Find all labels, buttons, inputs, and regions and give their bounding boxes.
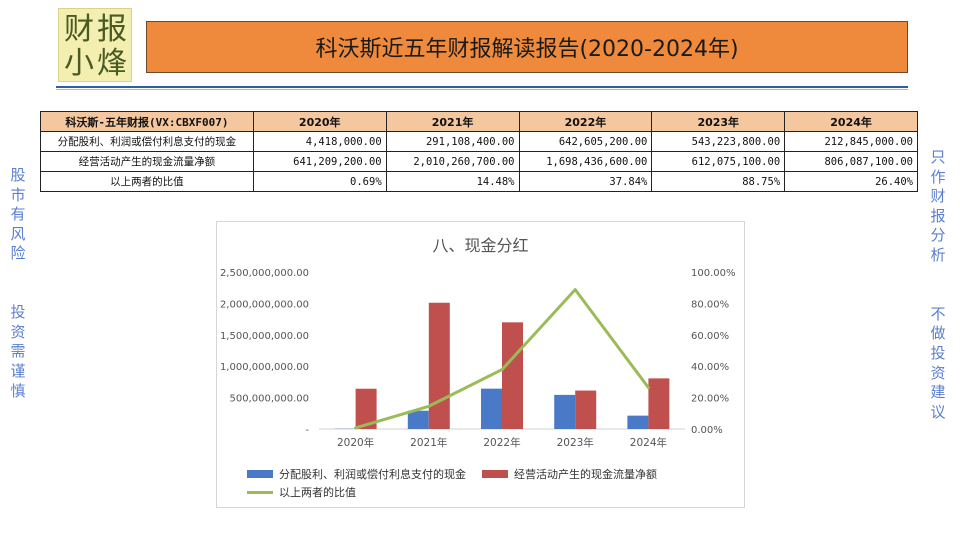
- table-cell: 2,010,260,700.00: [385, 151, 520, 172]
- logo-char: 烽: [97, 46, 127, 81]
- y-left-tick-label: -: [305, 425, 309, 436]
- financial-table: 科沃斯-五年财报(VX:CBXF007) 2020年 2021年 2022年 2…: [40, 111, 918, 192]
- row-label: 分配股利、利润或偿付利息支付的现金: [40, 131, 254, 152]
- table-cell: 1,698,436,600.00: [518, 151, 653, 172]
- legend-label: 分配股利、利润或偿付利息支付的现金: [279, 468, 466, 481]
- table-cell: 641,209,200.00: [252, 151, 387, 172]
- ratio-point: [573, 288, 577, 292]
- table-cell: 26.40%: [784, 171, 918, 192]
- bar-dividend: [407, 410, 429, 429]
- right-disclaimer: 只作财报分析 不做投资建议: [930, 148, 946, 421]
- table-cell: 37.84%: [518, 171, 653, 192]
- y-left-tick-label: 1,500,000,000.00: [220, 331, 309, 342]
- legend-item: 经营活动产生的现金流量净额: [482, 466, 657, 482]
- bar-dividend: [481, 388, 502, 429]
- table-row: 经营活动产生的现金流量净额 641,209,200.00 2,010,260,7…: [40, 151, 918, 172]
- header-divider: [56, 86, 908, 88]
- logo-char: 小: [64, 46, 94, 81]
- bar-cashflow: [575, 390, 597, 429]
- ratio-point: [354, 426, 358, 430]
- bar-dividend: [627, 415, 649, 429]
- y-right-tick-label: 100.00%: [691, 268, 736, 279]
- ratio-point: [646, 386, 650, 390]
- y-left-tick-label: 1,000,000,000.00: [220, 362, 309, 373]
- y-left-tick-label: 2,000,000,000.00: [220, 299, 309, 310]
- table-row: 以上两者的比值 0.69% 14.48% 37.84% 88.75% 26.40…: [40, 171, 918, 192]
- x-tick-label: 2020年: [337, 436, 374, 449]
- bar-cashflow: [502, 322, 523, 429]
- row-label: 以上两者的比值: [40, 171, 254, 192]
- legend-swatch-dividend: [247, 470, 273, 478]
- x-tick-label: 2021年: [410, 436, 447, 449]
- y-left-tick-label: 2,500,000,000.00: [220, 268, 309, 279]
- year-header: 2020年: [252, 111, 387, 132]
- year-header: 2021年: [385, 111, 520, 132]
- table-cell: 212,845,000.00: [784, 131, 918, 152]
- table-cell: 642,605,200.00: [518, 131, 653, 152]
- table-cell: 612,075,100.00: [651, 151, 786, 172]
- table-cell: 14.48%: [385, 171, 520, 192]
- table-cell: 0.69%: [252, 171, 387, 192]
- legend-swatch-cashflow: [482, 470, 508, 478]
- chart-title: 八、现金分红: [432, 236, 529, 255]
- ratio-point: [427, 404, 431, 408]
- legend-item: 以上两者的比值: [247, 484, 356, 500]
- y-left-tick-label: 500,000,000.00: [229, 394, 309, 405]
- header-divider-thin: [56, 89, 908, 90]
- bar-cashflow: [428, 302, 450, 429]
- year-header: 2022年: [518, 111, 653, 132]
- legend-label: 以上两者的比值: [279, 486, 356, 499]
- logo-char: 财: [64, 12, 94, 47]
- x-tick-label: 2023年: [557, 436, 594, 449]
- page-title: 科沃斯近五年财报解读报告(2020-2024年): [315, 37, 739, 62]
- table-cell: 4,418,000.00: [252, 131, 387, 152]
- y-right-tick-label: 60.00%: [691, 331, 729, 342]
- bar-dividend: [554, 394, 576, 429]
- y-right-tick-label: 40.00%: [691, 362, 729, 373]
- legend-item: 分配股利、利润或偿付利息支付的现金: [247, 466, 466, 482]
- cash-dividend-chart: 八、现金分红 - 500,000,000.00 1,000,000,000.00 1,…: [216, 221, 745, 508]
- x-tick-label: 2022年: [483, 436, 520, 449]
- table-cell: 88.75%: [651, 171, 786, 192]
- brand-logo: 财 报 小 烽: [58, 8, 132, 82]
- ratio-point: [500, 368, 504, 372]
- bar-cashflow: [648, 378, 670, 429]
- bar-cashflow: [355, 388, 377, 429]
- year-header: 2024年: [784, 111, 918, 132]
- chart-plot: - 500,000,000.00 1,000,000,000.00 1,500,000…: [220, 268, 736, 449]
- chart-legend: 分配股利、利润或偿付利息支付的现金 经营活动产生的现金流量净额 以上两者的比值: [247, 465, 673, 501]
- table-header-row: 科沃斯-五年财报(VX:CBXF007) 2020年 2021年 2022年 2…: [40, 111, 918, 132]
- table-cell: 543,223,800.00: [651, 131, 786, 152]
- legend-label: 经营活动产生的现金流量净额: [514, 468, 657, 481]
- row-label: 经营活动产生的现金流量净额: [40, 151, 254, 172]
- logo-char: 报: [97, 12, 127, 47]
- title-banner: 科沃斯近五年财报解读报告(2020-2024年): [146, 21, 908, 73]
- table-cell: 291,108,400.00: [385, 131, 520, 152]
- legend-swatch-ratio: [247, 490, 273, 494]
- table-corner: 科沃斯-五年财报(VX:CBXF007): [40, 111, 254, 132]
- y-right-tick-label: 0.00%: [691, 425, 723, 436]
- x-tick-label: 2024年: [630, 436, 667, 449]
- left-disclaimer: 股市有风险 投资需谨慎: [10, 166, 26, 400]
- table-cell: 806,087,100.00: [784, 151, 918, 172]
- y-right-tick-label: 80.00%: [691, 299, 729, 310]
- year-header: 2023年: [651, 111, 786, 132]
- table-row: 分配股利、利润或偿付利息支付的现金 4,418,000.00 291,108,4…: [40, 131, 918, 152]
- y-right-tick-label: 20.00%: [691, 394, 729, 405]
